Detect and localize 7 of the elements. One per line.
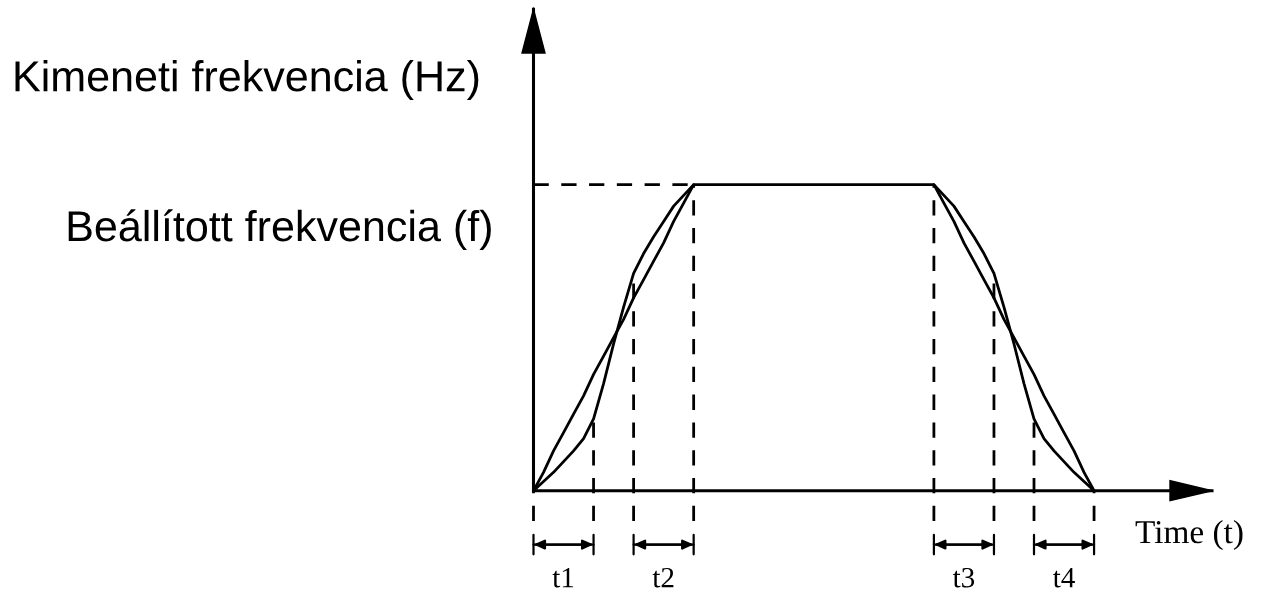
x-axis-title: Time (t) <box>1135 519 1243 551</box>
text: t1 <box>552 567 574 588</box>
text: t3 <box>952 567 975 588</box>
text: t4 <box>1052 568 1075 588</box>
y-axis-title: Kimeneti frekvencia (Hz) <box>15 59 479 101</box>
ref-line-label: Beállított frekvencia (f) <box>68 209 491 250</box>
text: t2 <box>652 567 674 588</box>
